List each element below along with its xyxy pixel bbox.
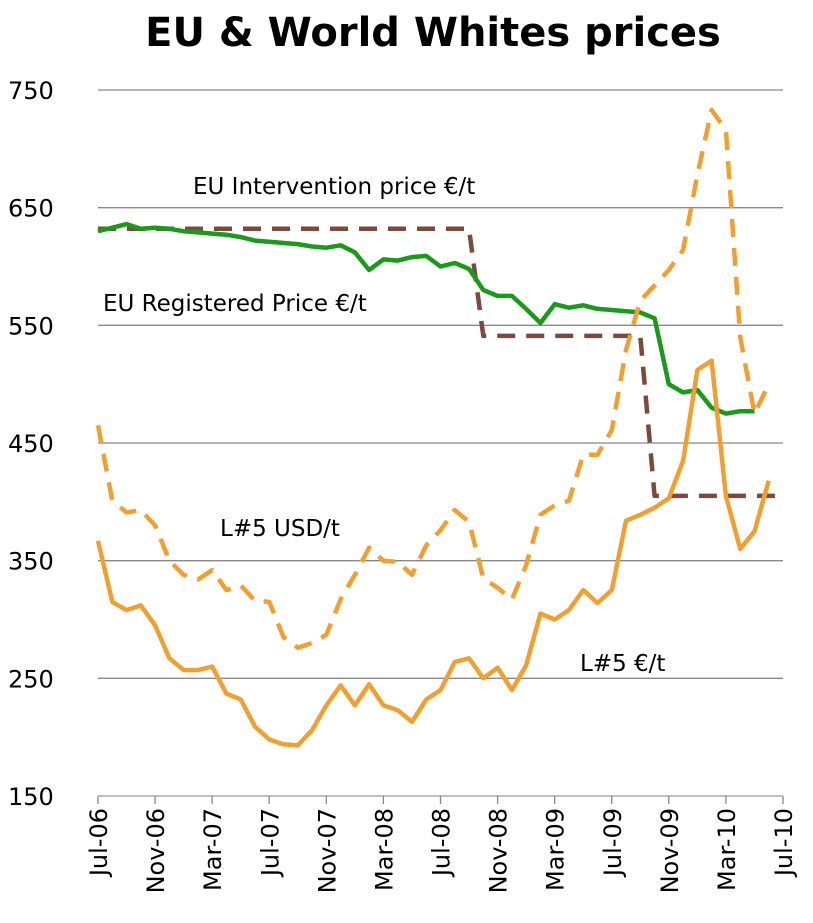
x-tick-label: Jul-10 [770, 808, 798, 878]
y-tick-label: 250 [8, 665, 54, 693]
x-tick-label: Mar-07 [199, 808, 227, 891]
x-tick-label: Jul-06 [85, 808, 113, 878]
y-tick-label: 450 [8, 430, 54, 458]
series-annotation: EU Registered Price €/t [103, 291, 367, 317]
x-tick-label: Jul-07 [256, 808, 284, 878]
series-line [98, 226, 783, 499]
y-tick-label: 750 [8, 77, 54, 105]
x-tick-label: Mar-10 [713, 808, 741, 891]
series-annotation: L#5 USD/t [220, 516, 340, 542]
series-line [95, 107, 771, 650]
series-annotation: L#5 €/t [580, 651, 665, 677]
chart-title: EU & World Whites prices [145, 10, 721, 56]
y-tick-label: 550 [8, 312, 54, 340]
y-tick-label: 150 [8, 783, 54, 811]
series-line [97, 221, 755, 416]
y-tick-label: 650 [8, 195, 54, 223]
series-line [95, 358, 771, 748]
x-tick-label: Nov-07 [313, 808, 341, 893]
x-tick-label: Nov-08 [485, 808, 513, 893]
x-tick-label: Mar-08 [370, 808, 398, 891]
x-tick-label: Nov-09 [656, 808, 684, 893]
y-tick-label: 350 [8, 548, 54, 576]
x-tick-label: Jul-08 [428, 808, 456, 878]
series-annotation: EU Intervention price €/t [193, 174, 475, 200]
x-tick-label: Jul-09 [599, 808, 627, 878]
x-tick-label: Mar-09 [542, 808, 570, 891]
x-tick-label: Nov-06 [142, 808, 170, 893]
